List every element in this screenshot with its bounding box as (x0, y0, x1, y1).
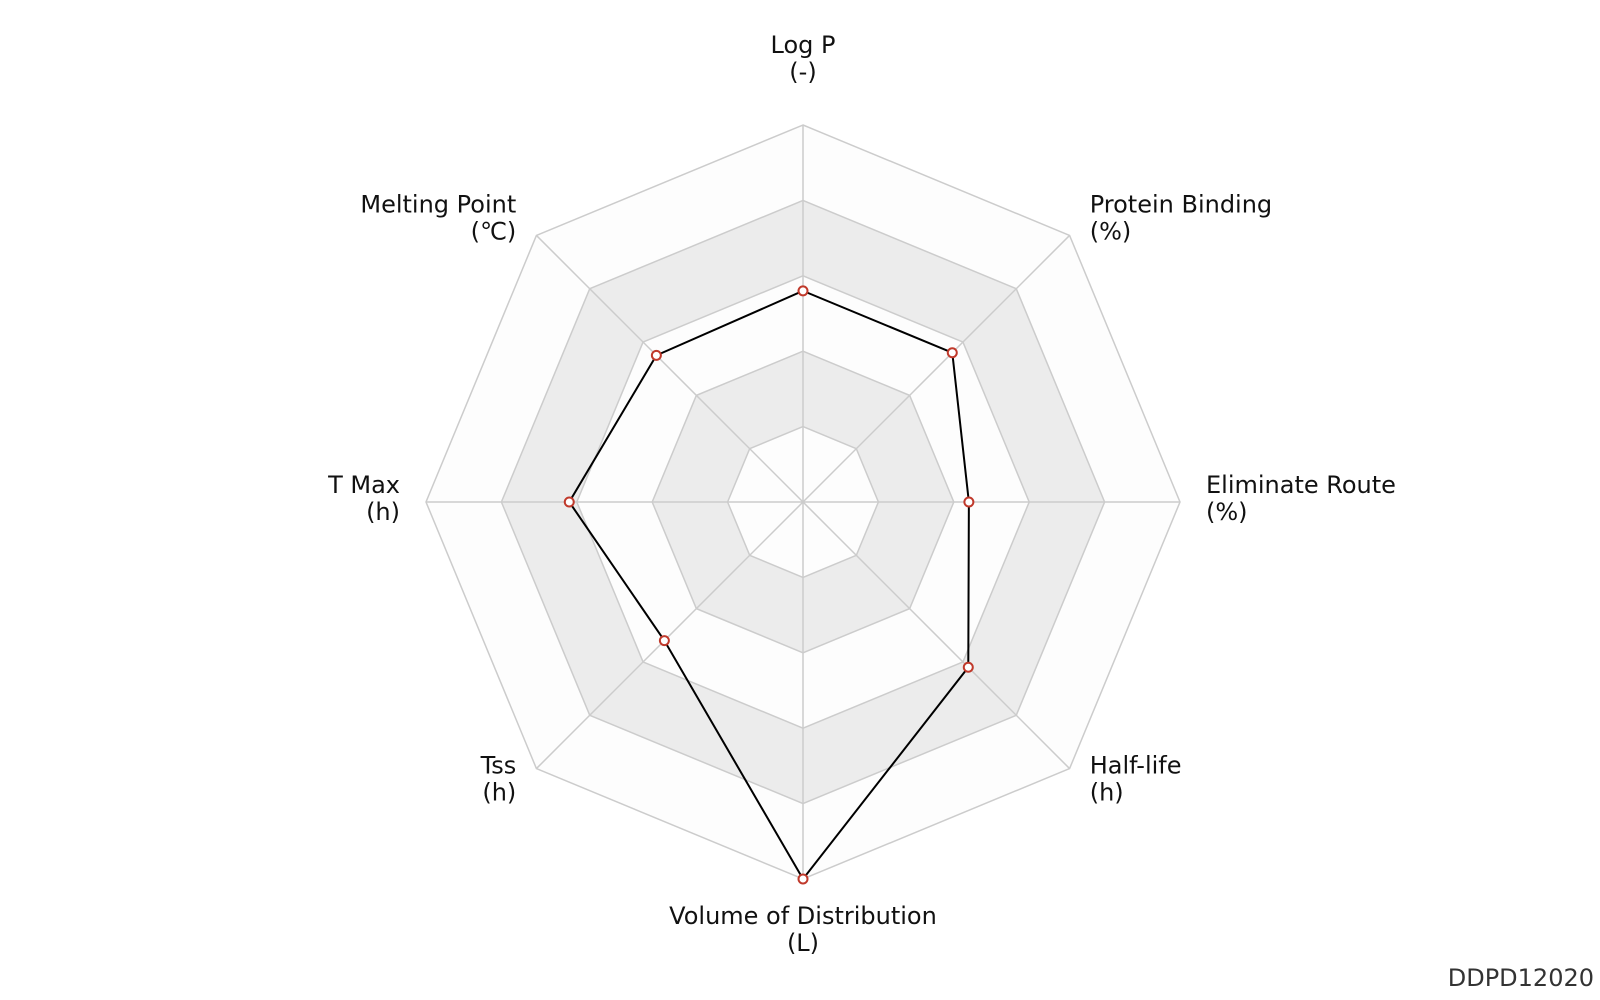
axis-label-name: Protein Binding (1090, 190, 1272, 218)
axis-label-unit: (h) (366, 498, 400, 526)
axis-label-name: Tss (480, 752, 517, 780)
data-point (946, 347, 958, 359)
axis-spoke (535, 501, 804, 770)
data-point (563, 496, 575, 508)
chart-id-label: DDPD12020 (1447, 964, 1594, 992)
axis-label-name: Half-life (1090, 752, 1182, 780)
axis-label-name: Volume of Distribution (669, 902, 937, 930)
data-point (797, 873, 809, 885)
data-point (650, 349, 662, 361)
data-point (658, 635, 670, 647)
axis-label-unit: (h) (482, 779, 516, 807)
axis-label-name: Melting Point (360, 190, 516, 218)
axis-label-unit: (L) (787, 929, 819, 957)
data-point (797, 285, 809, 297)
axis-label-unit: (-) (789, 58, 816, 86)
axis-label-name: T Max (327, 471, 400, 499)
radar-spokes (426, 125, 1180, 879)
axis-spoke (535, 234, 804, 503)
radar-series (563, 285, 975, 885)
axis-spoke (802, 234, 1071, 503)
axis-label-name: Log P (771, 31, 836, 59)
data-point (962, 661, 974, 673)
axis-labels: Log P(-)Protein Binding(%)Eliminate Rout… (327, 31, 1396, 957)
data-point (963, 496, 975, 508)
axis-label-unit: (h) (1090, 779, 1124, 807)
axis-label-name: Eliminate Route (1206, 471, 1396, 499)
axis-label-unit: (℃) (471, 217, 517, 245)
axis-spoke (802, 501, 1071, 770)
axis-label-unit: (%) (1206, 498, 1248, 526)
axis-label-unit: (%) (1090, 217, 1132, 245)
